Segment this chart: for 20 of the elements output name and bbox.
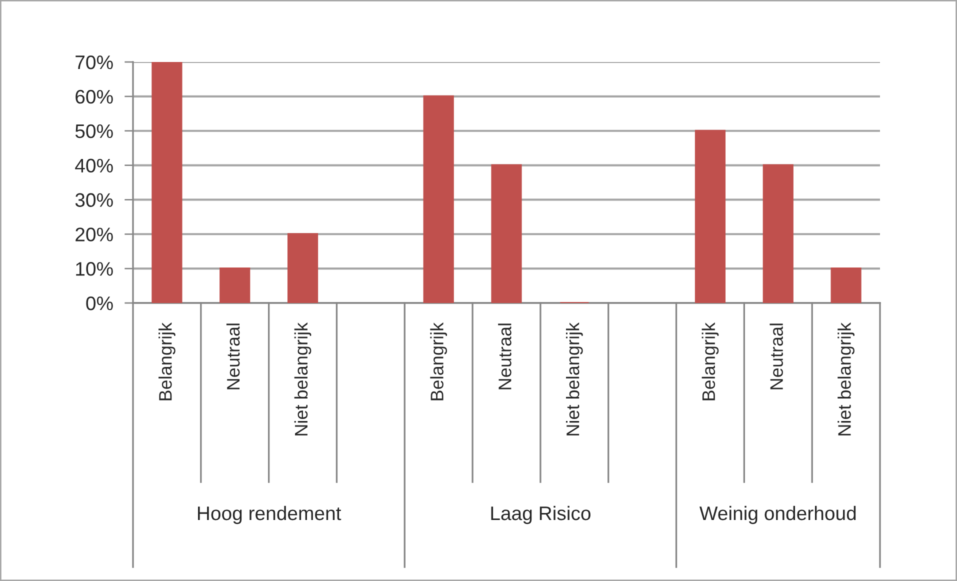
x-tick-label: Neutraal (770, 324, 783, 390)
y-tick-label: 60% (76, 90, 113, 104)
y-tick-label: 50% (75, 124, 113, 138)
text: Laag Risico (491, 506, 590, 524)
text: Weinig onderhoud (699, 506, 856, 524)
x-tick-label: Niet belangrijk (294, 322, 312, 436)
y-tick-label: 0% (86, 296, 113, 310)
x-tick-label: Neutraal (226, 324, 240, 390)
x-tick-label: Niet belangrijk (838, 322, 854, 436)
x-tick-label: Belangrijk (158, 322, 176, 400)
x-tick-label: Neutraal (498, 324, 512, 390)
y-tick-label: 40% (75, 158, 113, 173)
x-tick-label: Belangrijk (430, 322, 448, 400)
y-tick-label: 10% (76, 262, 113, 276)
y-tick-label: 20% (76, 228, 113, 242)
x-tick-label: Belangrijk (702, 322, 719, 400)
text: Hoog rendement (198, 506, 342, 524)
x-tick-label: Niet belangrijk (566, 322, 583, 436)
y-tick-label: 30% (75, 193, 113, 207)
y-tick-label: 70% (76, 55, 113, 70)
